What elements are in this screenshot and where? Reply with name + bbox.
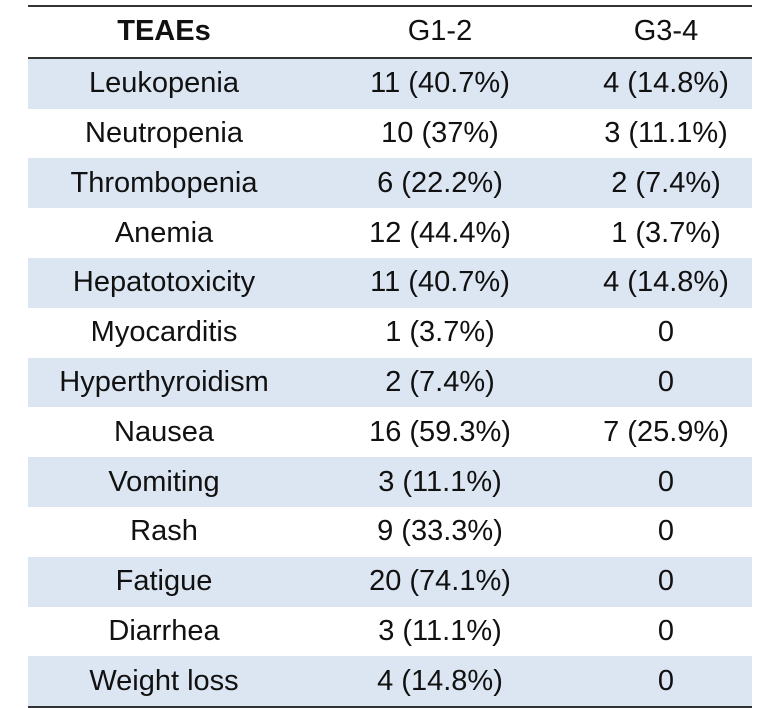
table-row: Rash 9 (33.3%) 0 [28, 507, 752, 557]
table-cell: 4 (14.8%) [300, 656, 580, 708]
table-cell: Fatigue [28, 556, 300, 607]
table-cell: 4 (14.8%) [580, 57, 752, 109]
table-row: Weight loss 4 (14.8%) 0 [28, 656, 752, 708]
table-cell: Leukopenia [28, 57, 300, 109]
table-cell: 0 [580, 656, 752, 708]
table-cell: Thrombopenia [28, 158, 300, 209]
table-cell: Hepatotoxicity [28, 257, 300, 308]
table-cell: 4 (14.8%) [580, 257, 752, 308]
table-cell: Diarrhea [108, 614, 220, 647]
table-cell: 16 (59.3%) [369, 415, 511, 448]
table-cell: 1 (3.7%) [611, 216, 721, 249]
table-row: Diarrhea 3 (11.1%) 0 [28, 607, 752, 657]
table-row: Leukopenia 11 (40.7%) 4 (14.8%) [28, 57, 752, 109]
table-row: Neutropenia 10 (37%) 3 (11.1%) [28, 109, 752, 159]
table-cell: 9 (33.3%) [377, 515, 503, 548]
table-cell: 0 [580, 457, 752, 507]
teae-table: TEAEs G1-2 G3-4 Leukopenia 11 (40.7%) 4 (14.… [28, 5, 752, 708]
table-cell: 12 (44.4%) [369, 216, 511, 249]
table-cell: 3 (11.1%) [604, 116, 728, 149]
table-cell: Myocarditis [90, 316, 238, 349]
table-cell: 0 [657, 515, 675, 548]
table-cell: 0 [580, 556, 752, 607]
table-cell: 10 (37%) [381, 116, 499, 149]
table-cell: 0 [657, 316, 675, 349]
table-cell: Neutropenia [85, 116, 243, 149]
table-cell: 0 [580, 357, 752, 408]
header-cell: G1-2 [300, 5, 580, 59]
table-cell: 3 (11.1%) [300, 457, 580, 507]
table-row: Thrombopenia 6 (22.2%) 2 (7.4%) [28, 158, 752, 209]
header-row: TEAEs G1-2 G3-4 [28, 5, 752, 59]
table-cell: 0 [657, 614, 675, 647]
table-header: TEAEs G1-2 G3-4 [28, 5, 752, 59]
table-row: Hyperthyroidism 2 (7.4%) 0 [28, 357, 752, 408]
table-cell: Anemia [114, 216, 214, 249]
table-cell: 6 (22.2%) [300, 158, 580, 209]
table-row: Vomiting 3 (11.1%) 0 [28, 457, 752, 507]
header-cell: G3-4 [580, 5, 752, 59]
table-cell: 3 (11.1%) [378, 614, 502, 647]
table-cell: 20 (74.1%) [300, 556, 580, 607]
table-cell: 2 (7.4%) [580, 158, 752, 209]
table-body: Leukopenia 11 (40.7%) 4 (14.8%) Neutropenia… [28, 57, 752, 708]
header-cell: TEAEs [28, 5, 300, 59]
table-cell: 7 (25.9%) [603, 415, 729, 448]
table-cell: 11 (40.7%) [300, 57, 580, 109]
table-cell: Vomiting [28, 457, 300, 507]
table-cell: Weight loss [28, 656, 300, 708]
table-cell: Rash [130, 515, 198, 548]
table-row: Anemia 12 (44.4%) 1 (3.7%) [28, 208, 752, 258]
table-row: Fatigue 20 (74.1%) 0 [28, 556, 752, 607]
table-row: Myocarditis 1 (3.7%) 0 [28, 308, 752, 358]
table-cell: Nausea [114, 415, 214, 448]
table-cell: 1 (3.7%) [385, 316, 495, 349]
table-row: Nausea 16 (59.3%) 7 (25.9%) [28, 407, 752, 457]
table-cell: 11 (40.7%) [300, 257, 580, 308]
table-row: Hepatotoxicity 11 (40.7%) 4 (14.8%) [28, 257, 752, 308]
table-cell: Hyperthyroidism [28, 357, 300, 408]
table-cell: 2 (7.4%) [300, 357, 580, 408]
